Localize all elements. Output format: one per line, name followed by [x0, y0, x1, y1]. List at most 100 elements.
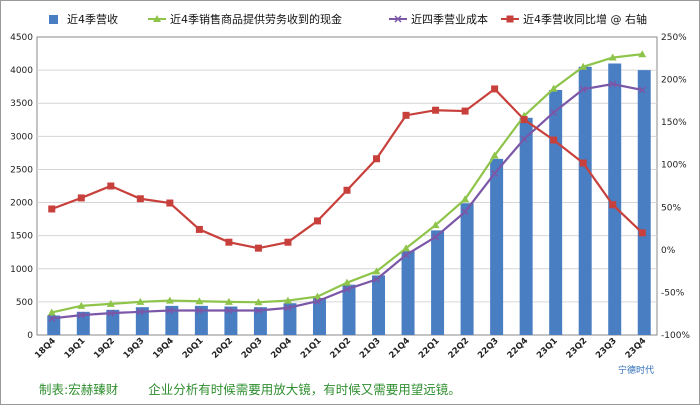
footer-credit: 制表:宏赫臻财	[39, 382, 119, 397]
y-right-tick-label: 50%	[661, 203, 681, 213]
y-right-tick-label: 150%	[661, 118, 687, 128]
bar	[165, 305, 179, 335]
x-tick-label: 22Q3	[476, 336, 501, 361]
data-point	[491, 85, 499, 93]
data-point	[608, 53, 617, 61]
bar	[460, 203, 474, 335]
data-point	[609, 80, 617, 88]
data-point	[47, 308, 56, 316]
data-point	[107, 182, 115, 190]
data-point	[550, 108, 558, 117]
data-point	[107, 309, 115, 317]
data-point	[283, 296, 292, 304]
data-point	[284, 238, 292, 246]
data-point	[638, 86, 646, 94]
data-point	[491, 169, 499, 177]
y-right-tick-label: -100%	[661, 331, 690, 341]
y-right-tick-label: 100%	[661, 161, 687, 171]
data-point	[343, 278, 351, 286]
bar	[106, 309, 120, 335]
bar	[312, 297, 326, 335]
legend-swatch	[49, 15, 58, 24]
data-point	[48, 314, 56, 322]
data-point	[490, 151, 499, 159]
data-point	[343, 186, 351, 194]
x-tick-label: 21Q2	[328, 336, 353, 361]
data-point	[77, 194, 85, 202]
data-point	[579, 85, 587, 93]
y-left-tick-label: 2500	[10, 165, 33, 175]
data-point	[77, 311, 85, 319]
y-left-tick-label: 1500	[10, 232, 33, 242]
x-tick-label: 22Q4	[506, 336, 531, 361]
data-point	[638, 50, 647, 58]
bar	[401, 250, 415, 335]
data-point	[313, 292, 322, 300]
data-point	[432, 106, 440, 114]
bar	[342, 284, 356, 335]
data-point	[313, 297, 322, 305]
data-point	[343, 285, 351, 293]
legend-label: 近4季营收	[67, 12, 118, 26]
data-point	[195, 297, 204, 305]
data-point	[372, 267, 381, 275]
data-point	[431, 221, 440, 229]
data-point	[579, 62, 588, 70]
x-tick-label: 19Q3	[122, 336, 147, 361]
data-point	[402, 251, 410, 259]
data-point	[520, 116, 528, 124]
legend-marker	[394, 15, 402, 23]
y-left-tick-label: 500	[16, 298, 33, 308]
bar	[637, 70, 651, 335]
bar	[253, 307, 267, 335]
y-left-tick-label: 2000	[10, 199, 33, 209]
y-right-tick-label: 200%	[661, 76, 687, 86]
x-tick-label: 19Q2	[92, 336, 117, 361]
data-point	[461, 208, 469, 216]
x-tick-label: 22Q2	[446, 336, 471, 361]
data-point	[373, 155, 381, 163]
bar	[76, 311, 90, 335]
data-point	[136, 195, 144, 203]
data-point	[225, 238, 233, 246]
data-point	[166, 306, 174, 315]
x-tick-label: 23Q2	[565, 336, 590, 361]
y-left-tick-label: 1000	[10, 265, 33, 275]
x-tick-label: 20Q2	[210, 336, 235, 361]
bar	[549, 89, 563, 335]
footer-quote: 企业分析有时候需要用放大镜，有时候又需要用望远镜。	[148, 382, 461, 397]
footer: 制表:宏赫臻财 企业分析有时候需要用放大镜，有时候又需要用望远镜。	[39, 379, 487, 398]
x-tick-label: 23Q1	[535, 336, 560, 361]
bar	[283, 303, 297, 335]
data-point	[461, 195, 470, 203]
data-point	[224, 297, 233, 305]
data-point	[48, 205, 56, 213]
x-tick-label: 20Q4	[269, 336, 294, 361]
y-right-tick-label: 250%	[661, 33, 687, 43]
x-tick-label: 19Q1	[63, 336, 88, 361]
data-point	[579, 159, 587, 167]
data-point	[402, 111, 410, 119]
bar	[224, 306, 238, 335]
legend-label: 近4季营收同比增 @ 右轴	[523, 12, 647, 26]
data-point	[165, 296, 174, 304]
y-left-tick-label: 4000	[10, 66, 33, 76]
y-left-tick-label: 3500	[10, 99, 33, 109]
x-tick-label: 18Q4	[33, 336, 58, 361]
data-point	[254, 306, 262, 315]
bar	[135, 307, 149, 335]
data-point	[254, 244, 262, 252]
legend-label: 近四季营业成本	[411, 12, 488, 26]
y-left-tick-label: 3000	[10, 132, 33, 142]
bar	[519, 117, 533, 336]
y-right-tick-label: 0%	[661, 246, 676, 256]
data-point	[225, 306, 233, 315]
data-point	[550, 136, 558, 144]
legend-marker	[506, 15, 514, 23]
bar	[194, 305, 208, 335]
x-tick-label: 20Q3	[240, 336, 265, 361]
data-point	[254, 298, 263, 306]
data-point	[313, 217, 321, 225]
bar	[490, 158, 504, 335]
x-tick-label: 21Q4	[387, 336, 412, 361]
